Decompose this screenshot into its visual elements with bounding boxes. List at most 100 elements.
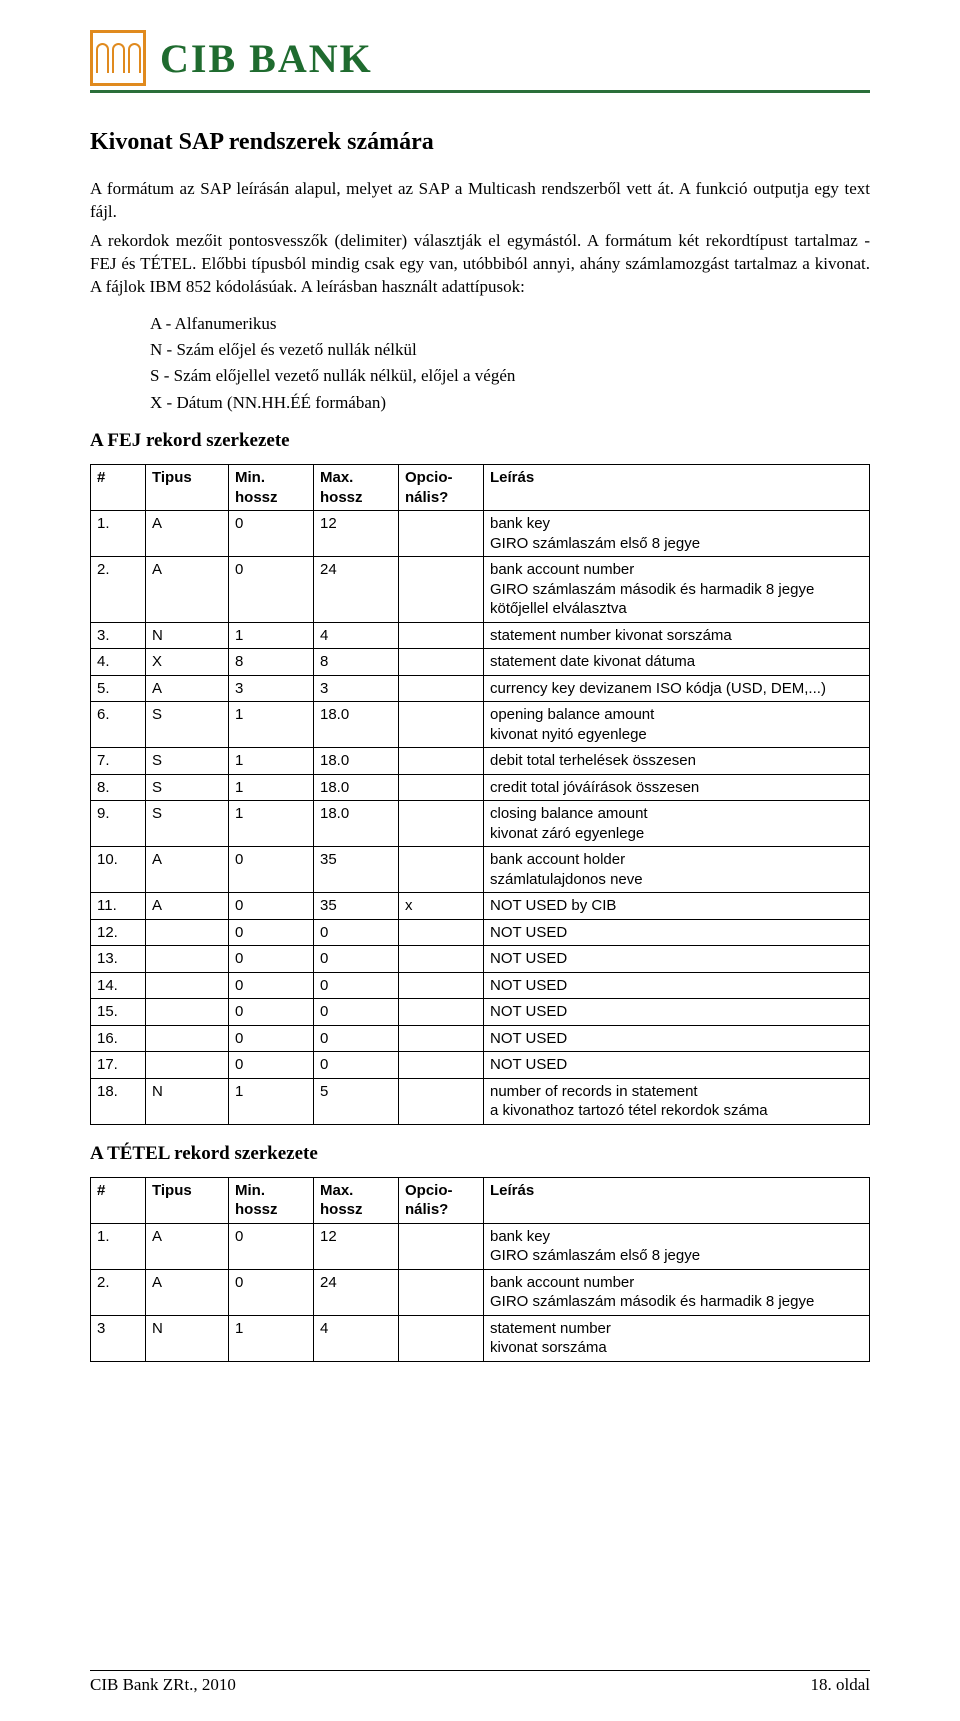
table-cell: 4. xyxy=(91,649,146,676)
th-desc: Leírás xyxy=(484,1177,870,1223)
table-cell: 1 xyxy=(229,748,314,775)
table-cell: 1 xyxy=(229,1078,314,1124)
table-cell: NOT USED xyxy=(484,999,870,1026)
table-cell xyxy=(146,1025,229,1052)
table-cell xyxy=(146,972,229,999)
table-cell xyxy=(399,1315,484,1361)
table-cell: bank keyGIRO számlaszám első 8 jegye xyxy=(484,511,870,557)
fej-table: # Tipus Min. hossz Max. hossz Opcio-náli… xyxy=(90,464,870,1125)
th-type: Tipus xyxy=(146,465,229,511)
type-s: S - Szám előjellel vezető nullák nélkül,… xyxy=(150,363,870,389)
table-cell xyxy=(399,1025,484,1052)
table-cell: 0 xyxy=(229,972,314,999)
table-cell: 1 xyxy=(229,702,314,748)
table-cell: 5. xyxy=(91,675,146,702)
table-row: 7.S118.0debit total terhelések összesen xyxy=(91,748,870,775)
type-x: X - Dátum (NN.HH.ÉÉ formában) xyxy=(150,390,870,416)
table-cell xyxy=(399,1052,484,1079)
table-cell: 4 xyxy=(314,622,399,649)
table-header-row: # Tipus Min. hossz Max. hossz Opcio-náli… xyxy=(91,465,870,511)
table-cell: NOT USED xyxy=(484,972,870,999)
tetel-table: # Tipus Min. hossz Max. hossz Opcio-náli… xyxy=(90,1177,870,1362)
table-cell xyxy=(146,999,229,1026)
table-cell: 2. xyxy=(91,1269,146,1315)
table-cell: 12 xyxy=(314,1223,399,1269)
table-cell xyxy=(399,801,484,847)
table-cell: 0 xyxy=(314,946,399,973)
table-cell: 35 xyxy=(314,847,399,893)
table-cell: 0 xyxy=(314,999,399,1026)
table-cell: 12 xyxy=(314,511,399,557)
table-row: 3.N14statement number kivonat sorszáma xyxy=(91,622,870,649)
table-cell: opening balance amountkivonat nyitó egye… xyxy=(484,702,870,748)
table-cell: 4 xyxy=(314,1315,399,1361)
table-cell: number of records in statementa kivonath… xyxy=(484,1078,870,1124)
page: CIB BANK Kivonat SAP rendszerek számára … xyxy=(0,0,960,1721)
table-cell: 9. xyxy=(91,801,146,847)
table-cell: 13. xyxy=(91,946,146,973)
table-cell: N xyxy=(146,1315,229,1361)
table-row: 16.00NOT USED xyxy=(91,1025,870,1052)
table-cell: 5 xyxy=(314,1078,399,1124)
intro-paragraph-2: A rekordok mezőit pontosvesszők (delimit… xyxy=(90,230,870,299)
table-cell: 8 xyxy=(229,649,314,676)
table-cell: A xyxy=(146,847,229,893)
table-cell: 0 xyxy=(229,919,314,946)
table-cell xyxy=(399,999,484,1026)
table-cell: 7. xyxy=(91,748,146,775)
table-row: 1.A012bank keyGIRO számlaszám első 8 jeg… xyxy=(91,511,870,557)
table-cell xyxy=(399,919,484,946)
table-cell: NOT USED by CIB xyxy=(484,893,870,920)
table-cell xyxy=(399,847,484,893)
table-cell: 0 xyxy=(314,972,399,999)
table-cell: S xyxy=(146,801,229,847)
table-cell: 10. xyxy=(91,847,146,893)
table-cell: NOT USED xyxy=(484,1025,870,1052)
table-cell: 16. xyxy=(91,1025,146,1052)
type-legend: A - Alfanumerikus N - Szám előjel és vez… xyxy=(150,311,870,416)
table-cell: N xyxy=(146,622,229,649)
table-cell: statement numberkivonat sorszáma xyxy=(484,1315,870,1361)
th-max: Max. hossz xyxy=(314,465,399,511)
table-cell: 18.0 xyxy=(314,801,399,847)
th-opt: Opcio-nális? xyxy=(399,1177,484,1223)
table-cell: A xyxy=(146,1269,229,1315)
table-cell: bank account holderszámlatulajdonos neve xyxy=(484,847,870,893)
table-cell: 3. xyxy=(91,622,146,649)
intro-paragraph-1: A formátum az SAP leírásán alapul, melye… xyxy=(90,178,870,224)
table-cell: A xyxy=(146,1223,229,1269)
table-cell: 0 xyxy=(229,1223,314,1269)
table-row: 1.A012bank keyGIRO számlaszám első 8 jeg… xyxy=(91,1223,870,1269)
th-num: # xyxy=(91,465,146,511)
table-cell: 0 xyxy=(314,919,399,946)
th-min: Min. hossz xyxy=(229,1177,314,1223)
table-cell: A xyxy=(146,675,229,702)
table-cell: A xyxy=(146,893,229,920)
table-cell: 1 xyxy=(229,1315,314,1361)
table-row: 5.A33currency key devizanem ISO kódja (U… xyxy=(91,675,870,702)
table-cell: X xyxy=(146,649,229,676)
table-cell: 0 xyxy=(229,511,314,557)
table-cell: 17. xyxy=(91,1052,146,1079)
table-cell: A xyxy=(146,511,229,557)
table-cell: 2. xyxy=(91,557,146,623)
th-opt: Opcio-nális? xyxy=(399,465,484,511)
table-row: 18.N15number of records in statementa ki… xyxy=(91,1078,870,1124)
table-row: 11.A035xNOT USED by CIB xyxy=(91,893,870,920)
table-row: 12.00NOT USED xyxy=(91,919,870,946)
table-row: 10.A035bank account holderszámlatulajdon… xyxy=(91,847,870,893)
table-header-row: # Tipus Min. hossz Max. hossz Opcio-náli… xyxy=(91,1177,870,1223)
bank-name: CIB BANK xyxy=(160,35,373,82)
page-footer: CIB Bank ZRt., 2010 18. oldal xyxy=(90,1670,870,1695)
table-cell xyxy=(146,1052,229,1079)
table-cell: 15. xyxy=(91,999,146,1026)
table-cell: 0 xyxy=(229,1052,314,1079)
th-type: Tipus xyxy=(146,1177,229,1223)
table-cell xyxy=(399,675,484,702)
table-cell: 6. xyxy=(91,702,146,748)
table-row: 8.S118.0credit total jóváírások összesen xyxy=(91,774,870,801)
table-cell: 3 xyxy=(229,675,314,702)
table-cell xyxy=(399,622,484,649)
table-cell xyxy=(399,748,484,775)
header-bar: CIB BANK xyxy=(90,30,870,93)
